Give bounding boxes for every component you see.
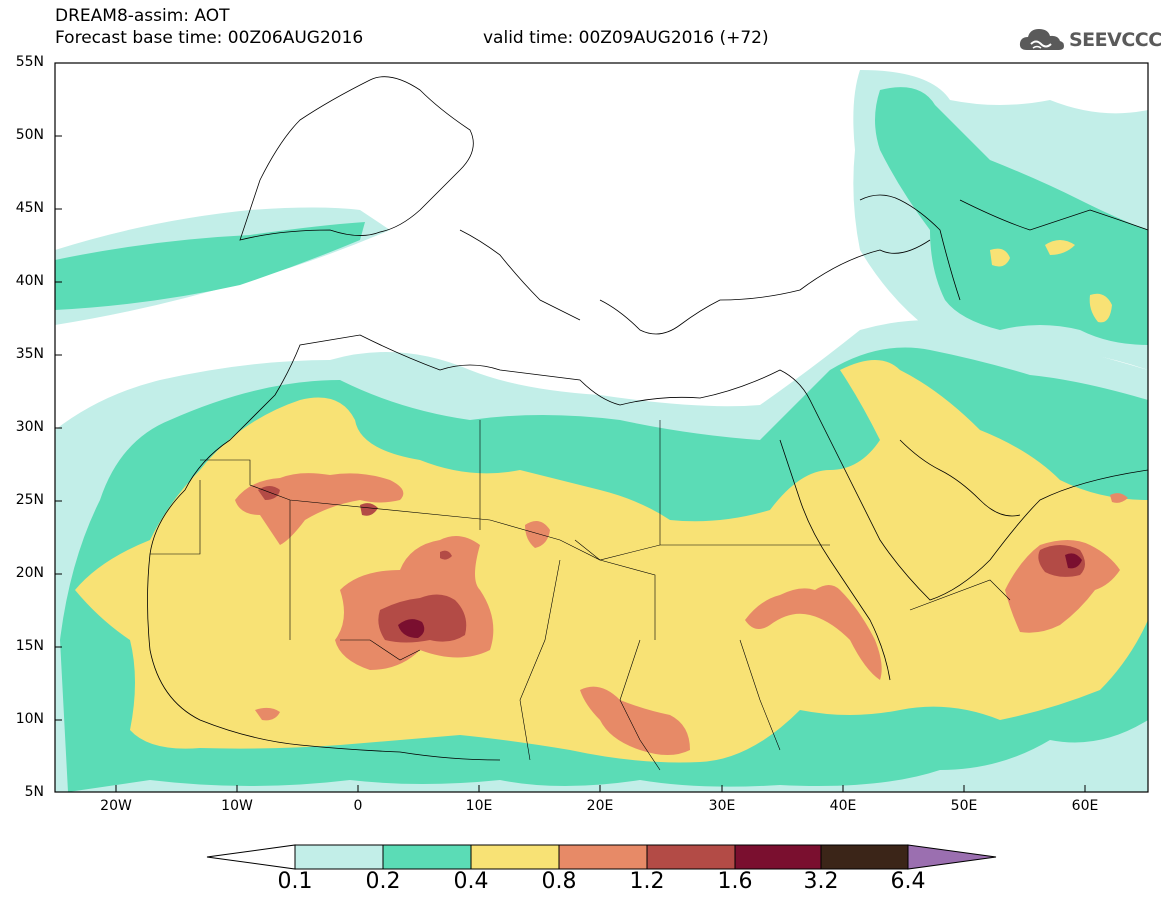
lat-label: 5N [24,784,44,800]
aot-level-1.2 [258,486,1085,643]
colorbar-label: 0.8 [541,869,577,894]
colorbar-swatch [294,844,384,870]
colorbar-swatch [734,844,822,870]
colorbar-swatch [820,844,909,870]
logo-text: SEEVCCC [1069,29,1162,51]
colorbar-label: 1.2 [629,869,665,894]
lat-label: 55N [15,54,44,70]
colorbar-label: 0.2 [365,869,401,894]
lat-label: 40N [15,273,44,289]
colorbar-swatch [646,844,736,870]
colorbar-swatch [470,844,560,870]
lat-label: 45N [15,200,44,216]
lon-label: 10E [465,798,493,814]
colorbar [206,844,997,870]
colorbar-under-triangle [206,844,296,870]
lon-label: 30E [708,798,736,814]
cloud-icon [1019,29,1064,50]
lat-label: 50N [15,127,44,143]
colorbar-label: 6.4 [890,869,926,894]
colorbar-label: 3.2 [803,869,839,894]
lat-label: 35N [15,346,44,362]
colorbar-label: 0.1 [277,869,313,894]
aot-level-1.6 [398,553,1082,638]
aot-fields [55,70,1148,792]
lon-label: 20W [100,798,132,814]
lat-label: 20N [15,565,44,581]
coastlines [147,76,1148,761]
lat-label: 25N [15,492,44,508]
lat-label: 30N [15,419,44,435]
lon-label: 50E [950,798,978,814]
valid-time: valid time: 00Z09AUG2016 (+72) [483,28,769,48]
lat-label: 15N [15,638,44,654]
colorbar-label: 1.6 [717,869,753,894]
borders [150,420,1011,771]
axis-ticks [55,62,1086,792]
forecast-base-time: Forecast base time: 00Z06AUG2016 [55,28,364,48]
lon-label: 0 [353,798,363,814]
lon-label: 10W [221,798,253,814]
lon-label: 40E [829,798,857,814]
colorbar-over-triangle [907,844,997,870]
lat-label: 10N [15,711,44,727]
colorbar-swatch [558,844,648,870]
colorbar-swatch [382,844,472,870]
colorbar-label: 0.4 [453,869,489,894]
seevccc-logo: SEEVCCC [1017,24,1162,56]
lon-label: 60E [1071,798,1099,814]
map-title: DREAM8-assim: AOT [55,6,230,26]
lon-label: 20E [586,798,614,814]
